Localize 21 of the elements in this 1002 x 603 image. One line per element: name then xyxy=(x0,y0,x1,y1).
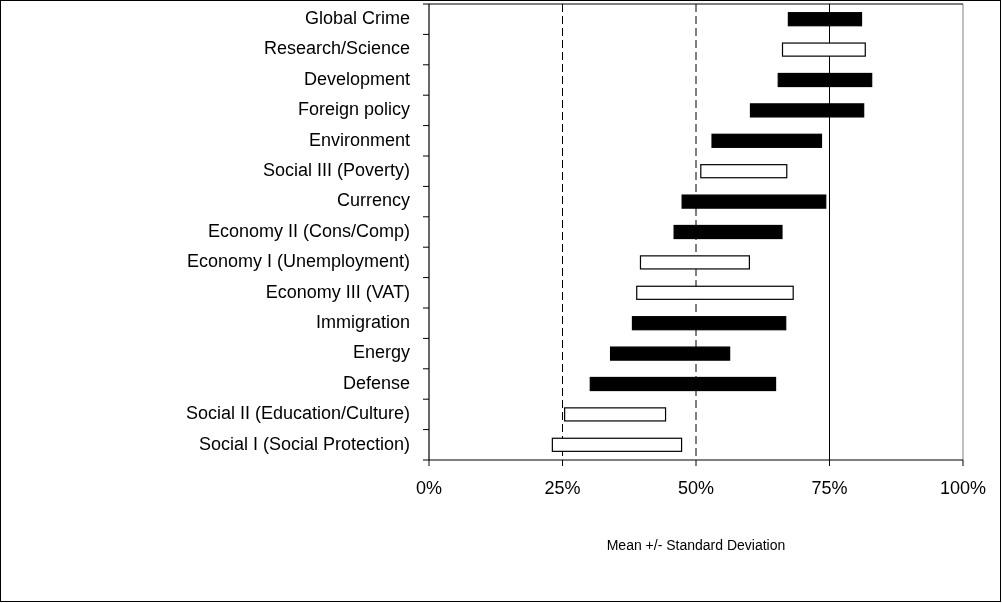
y-tick-label: Development xyxy=(303,68,410,89)
y-tick-label: Environment xyxy=(308,129,410,150)
y-tick-label: Economy I (Unemployment) xyxy=(186,251,410,272)
y-tick-label: Economy II (Cons/Comp) xyxy=(207,220,410,241)
x-tick-label: 100% xyxy=(939,478,987,498)
y-tick-label: Foreign policy xyxy=(297,99,410,120)
x-tick-label: 50% xyxy=(677,478,715,498)
x-axis-title: Mean +/- Standard Deviation xyxy=(606,537,786,553)
y-tick-label: Immigration xyxy=(315,311,410,332)
y-tick-label: Social II (Education/Culture) xyxy=(185,403,410,424)
y-tick-label: Defense xyxy=(342,372,410,393)
y-tick-label: Research/Science xyxy=(263,38,410,59)
x-tick-label: 0% xyxy=(415,478,443,498)
y-tick-label: Social III (Poverty) xyxy=(262,159,410,180)
y-tick-label: Global Crime xyxy=(304,7,410,28)
x-tick-label: 25% xyxy=(544,478,581,498)
y-tick-label: Social I (Social Protection) xyxy=(198,433,410,454)
x-tick-label: 75% xyxy=(811,478,848,498)
y-tick-label: Currency xyxy=(336,190,410,211)
y-tick-label: Energy xyxy=(352,342,410,363)
y-tick-label: Economy III (VAT) xyxy=(265,281,410,302)
